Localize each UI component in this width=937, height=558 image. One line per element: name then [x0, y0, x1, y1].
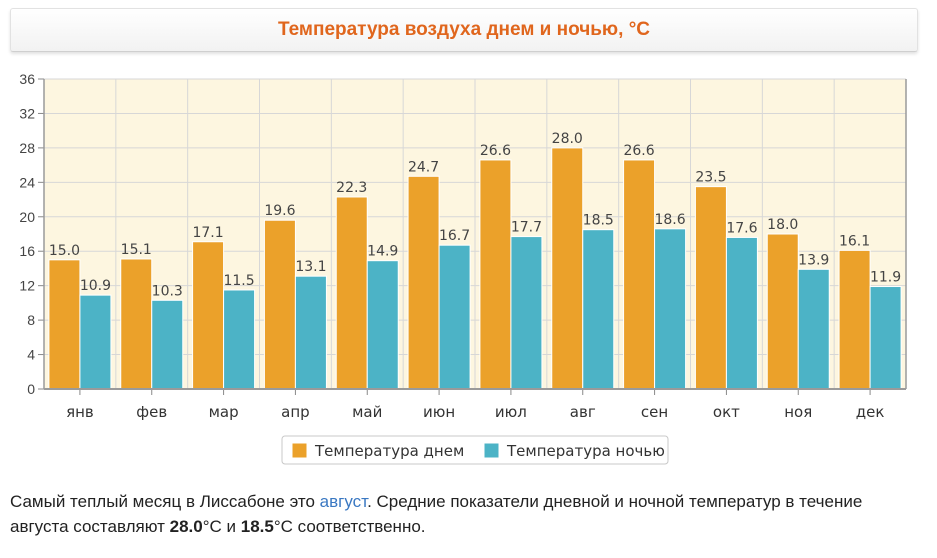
bar-day[interactable]	[335, 196, 368, 390]
data-label-day: 16.1	[839, 233, 870, 249]
bar-night[interactable]	[223, 289, 256, 390]
data-label-night: 13.1	[295, 259, 326, 275]
y-tick-label: 12	[19, 278, 35, 294]
chart-title: Температура воздуха днем и ночью, °C	[277, 19, 651, 40]
bar-day[interactable]	[623, 159, 656, 390]
bar-day[interactable]	[551, 147, 584, 390]
data-label-day: 22.3	[336, 180, 367, 196]
x-tick-label: дек	[856, 403, 885, 421]
summary-text: Самый теплый месяц в Лиссабоне это авгус…	[10, 489, 920, 539]
x-tick-label: мар	[209, 403, 239, 421]
summary-part-4: °C соответственно.	[273, 517, 426, 536]
bar-day[interactable]	[120, 258, 153, 390]
data-label-day: 19.6	[264, 203, 295, 219]
legend-label-day[interactable]: Температура днем	[314, 442, 464, 460]
bar-day[interactable]	[479, 159, 512, 390]
night-temp-value: 18.5	[240, 517, 274, 536]
x-tick-label: апр	[281, 403, 310, 421]
y-tick-label: 0	[27, 381, 35, 397]
y-tick-label: 28	[19, 140, 35, 156]
bar-night[interactable]	[510, 236, 543, 390]
bar-night[interactable]	[869, 286, 902, 390]
y-tick-label: 16	[19, 243, 35, 259]
data-label-night: 11.9	[870, 270, 901, 286]
bar-night[interactable]	[654, 228, 687, 390]
chart-title-bar: Температура воздуха днем и ночью, °C	[10, 8, 918, 52]
x-tick-label: окт	[713, 403, 740, 421]
data-label-day: 18.0	[767, 217, 798, 233]
bar-day[interactable]	[263, 219, 296, 390]
bar-day[interactable]	[192, 241, 225, 390]
legend-swatch-night[interactable]	[483, 442, 500, 459]
x-tick-label: фев	[136, 403, 167, 421]
y-tick-label: 4	[27, 347, 35, 363]
bar-night[interactable]	[797, 268, 830, 390]
y-tick-label: 24	[19, 174, 35, 190]
data-label-day: 24.7	[408, 159, 439, 175]
data-label-night: 13.9	[798, 252, 829, 268]
data-label-night: 11.5	[223, 273, 254, 289]
bar-night[interactable]	[438, 244, 471, 390]
x-tick-label: июн	[423, 403, 455, 421]
data-label-night: 18.6	[654, 212, 685, 228]
bar-night[interactable]	[79, 294, 112, 390]
y-tick-label: 20	[19, 209, 35, 225]
x-tick-label: июл	[495, 403, 527, 421]
data-label-night: 17.7	[511, 220, 542, 236]
summary-part-1: Самый теплый месяц в Лиссабоне это	[10, 492, 320, 511]
x-tick-label: авг	[570, 403, 596, 421]
bar-day[interactable]	[838, 249, 871, 390]
summary-part-2: . Средние показатели дневной и ночной те…	[10, 492, 863, 536]
bar-day[interactable]	[694, 186, 727, 390]
bar-day[interactable]	[407, 175, 440, 390]
data-label-day: 26.6	[623, 143, 654, 159]
bar-night[interactable]	[151, 299, 184, 390]
x-tick-label: май	[352, 403, 382, 421]
data-label-night: 16.7	[439, 228, 470, 244]
x-tick-label: сен	[641, 403, 668, 421]
bar-night[interactable]	[366, 260, 399, 390]
x-tick-label: ноя	[784, 403, 812, 421]
legend-swatch-day[interactable]	[291, 442, 308, 459]
data-label-day: 28.0	[552, 131, 583, 147]
y-tick-label: 32	[19, 105, 35, 121]
bar-night[interactable]	[582, 229, 615, 390]
data-label-day: 23.5	[695, 170, 726, 186]
summary-part-3: °C и	[202, 517, 241, 536]
y-tick-label: 36	[19, 71, 35, 87]
data-label-day: 26.6	[480, 143, 511, 159]
warmest-month-link[interactable]: август	[319, 492, 368, 511]
data-label-night: 17.6	[726, 220, 757, 236]
temperature-chart: 0 4 8 12 16 20 24 28 32 36 15.0 10.9 янв 15.1 10.3 фев 1…	[19, 71, 907, 465]
data-label-night: 10.9	[80, 278, 111, 294]
x-tick-label: янв	[66, 403, 94, 421]
bar-night[interactable]	[294, 275, 327, 390]
bar-day[interactable]	[48, 259, 81, 390]
y-tick-label: 8	[27, 312, 35, 328]
data-label-night: 14.9	[367, 244, 398, 260]
legend-box	[281, 435, 669, 465]
data-label-day: 17.1	[192, 225, 223, 241]
bar-night[interactable]	[725, 236, 758, 390]
data-label-day: 15.0	[49, 243, 80, 259]
day-temp-value: 28.0	[169, 517, 203, 536]
data-label-day: 15.1	[121, 242, 152, 258]
data-label-night: 10.3	[152, 283, 183, 299]
legend-label-night[interactable]: Температура ночью	[506, 442, 665, 460]
data-label-night: 18.5	[583, 213, 614, 229]
bar-day[interactable]	[766, 233, 799, 390]
